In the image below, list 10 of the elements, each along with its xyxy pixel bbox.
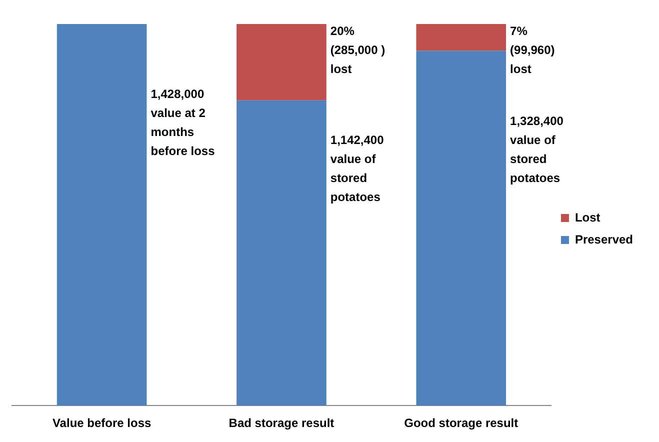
annotation: 20% (285,000 ) lost xyxy=(330,24,386,76)
annotation: 1,142,400 value of stored potatoes xyxy=(330,132,384,204)
x-tick-label: Bad storage result xyxy=(228,416,334,430)
annotation: 1,328,400 value of stored potatoes xyxy=(510,114,564,185)
x-tick-label: Good storage result xyxy=(404,416,518,430)
annotation: 7% (99,960) lost xyxy=(510,24,555,76)
legend-label: Lost xyxy=(574,210,600,224)
legend-label: Preserved xyxy=(574,232,634,246)
x-tick-label: Value before loss xyxy=(52,416,152,430)
annotation: 1,428,000 value at 2 months before loss xyxy=(150,87,216,158)
